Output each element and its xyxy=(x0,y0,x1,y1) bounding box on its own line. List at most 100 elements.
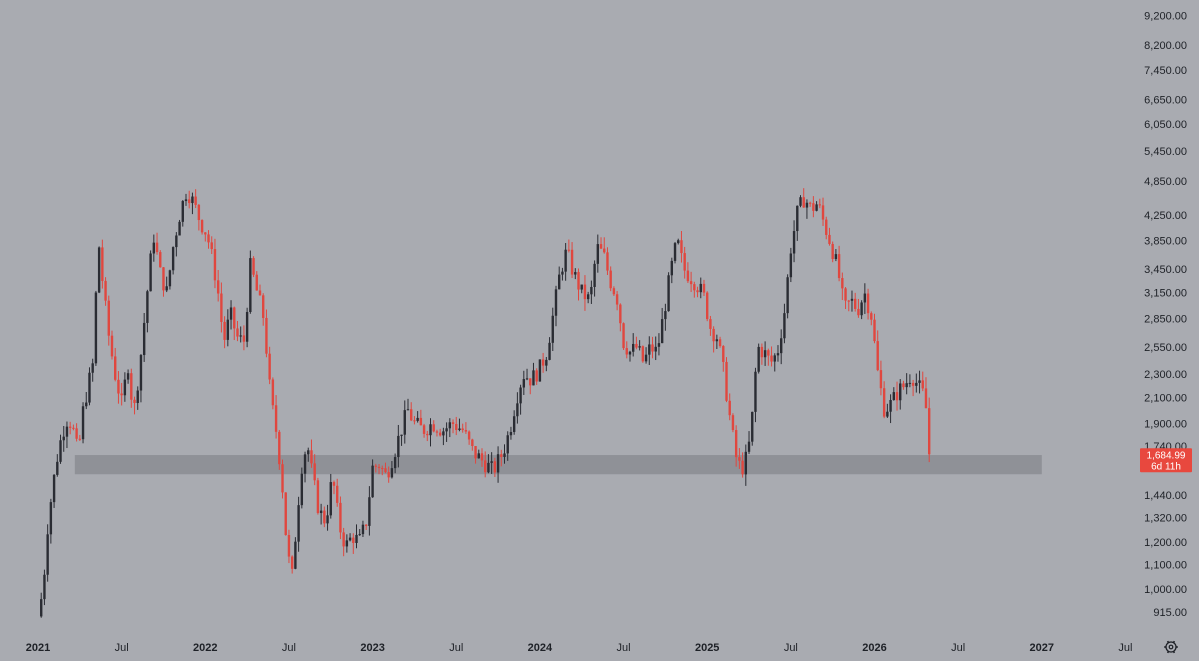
y-tick-label: 2,550.00 xyxy=(1144,342,1187,354)
candle-body xyxy=(397,435,400,458)
candle-body xyxy=(670,260,674,276)
candle-body xyxy=(779,338,783,354)
candle-body xyxy=(603,248,606,253)
candle-body xyxy=(892,392,896,400)
candle-body xyxy=(226,319,230,340)
candle-body xyxy=(332,482,336,486)
candle-body xyxy=(683,253,686,271)
candle-body xyxy=(496,454,500,473)
candle-body xyxy=(406,409,410,411)
candle-body xyxy=(188,199,191,204)
candle xyxy=(435,429,439,437)
candle xyxy=(657,333,661,356)
candle xyxy=(56,454,59,477)
x-tick-label: Jul xyxy=(282,642,296,654)
candle-body xyxy=(435,431,439,433)
candle-body xyxy=(606,252,609,271)
candle-body xyxy=(204,232,207,235)
candle-body xyxy=(355,534,358,543)
y-tick-label: 1,900.00 xyxy=(1144,418,1187,430)
bar-countdown-label: 6d 11h xyxy=(1151,461,1181,472)
candle xyxy=(88,367,91,406)
candle-body xyxy=(516,403,519,417)
candle xyxy=(503,444,506,464)
candle-body xyxy=(381,468,384,470)
y-tick-label: 1,000.00 xyxy=(1144,584,1187,596)
candle xyxy=(561,267,564,281)
candle xyxy=(120,382,123,406)
candle xyxy=(831,241,834,263)
candle-body xyxy=(278,431,281,465)
candle xyxy=(889,394,892,424)
y-tick-label: 4,250.00 xyxy=(1144,210,1187,222)
candle-body xyxy=(65,426,69,437)
candle xyxy=(644,347,648,364)
candle-body xyxy=(847,300,850,302)
candle xyxy=(329,473,332,519)
candle-body xyxy=(503,453,506,457)
candle-body xyxy=(216,280,220,294)
candle xyxy=(364,524,368,531)
candle xyxy=(448,418,452,438)
candle xyxy=(506,431,509,461)
gear-icon[interactable] xyxy=(1164,640,1178,654)
candle xyxy=(525,368,529,381)
y-tick-label: 3,450.00 xyxy=(1144,264,1187,276)
candle xyxy=(406,398,410,411)
candle-body xyxy=(104,280,107,301)
x-tick-label: 2023 xyxy=(360,642,384,654)
candle xyxy=(75,423,78,442)
candle-body xyxy=(590,286,593,295)
candle xyxy=(287,529,291,564)
candle xyxy=(229,300,233,330)
candle xyxy=(197,204,201,231)
candle-body xyxy=(548,342,551,360)
candle xyxy=(660,307,664,344)
candle xyxy=(274,395,278,439)
candle-body xyxy=(155,242,159,253)
candle-body xyxy=(738,457,741,461)
candle-body xyxy=(899,383,902,401)
candle xyxy=(188,190,191,209)
candle-body xyxy=(307,450,310,455)
candle-body xyxy=(741,460,744,475)
candle-body xyxy=(91,363,94,373)
candle xyxy=(165,276,168,293)
candle xyxy=(567,239,571,253)
candle xyxy=(303,451,307,483)
candle xyxy=(432,420,435,433)
candle xyxy=(101,239,104,289)
candle xyxy=(725,357,728,403)
candle-body xyxy=(667,275,670,312)
candle-body xyxy=(242,335,246,342)
candle xyxy=(339,496,342,540)
candle xyxy=(319,503,323,525)
candle-body xyxy=(641,346,645,362)
candle-body xyxy=(310,450,313,464)
support-zone xyxy=(74,455,1042,475)
candle xyxy=(255,271,258,291)
candle-body xyxy=(52,474,56,503)
candle xyxy=(216,270,220,302)
candle-body xyxy=(142,322,146,356)
candle xyxy=(62,425,65,452)
candle-body xyxy=(403,410,406,435)
candle-body xyxy=(493,461,497,473)
candle-body xyxy=(660,319,664,344)
candle xyxy=(323,506,326,528)
candle-body xyxy=(525,378,529,380)
candle xyxy=(924,377,928,409)
candle xyxy=(200,219,204,235)
candle-body xyxy=(773,355,776,362)
candle-body xyxy=(284,492,287,536)
candle-body xyxy=(696,290,699,293)
candle xyxy=(615,291,619,311)
candle-body xyxy=(213,249,217,281)
candle xyxy=(709,315,712,336)
candle-body xyxy=(915,382,918,386)
candle-body xyxy=(152,242,156,254)
candle xyxy=(46,524,49,582)
candle-body xyxy=(75,428,78,439)
